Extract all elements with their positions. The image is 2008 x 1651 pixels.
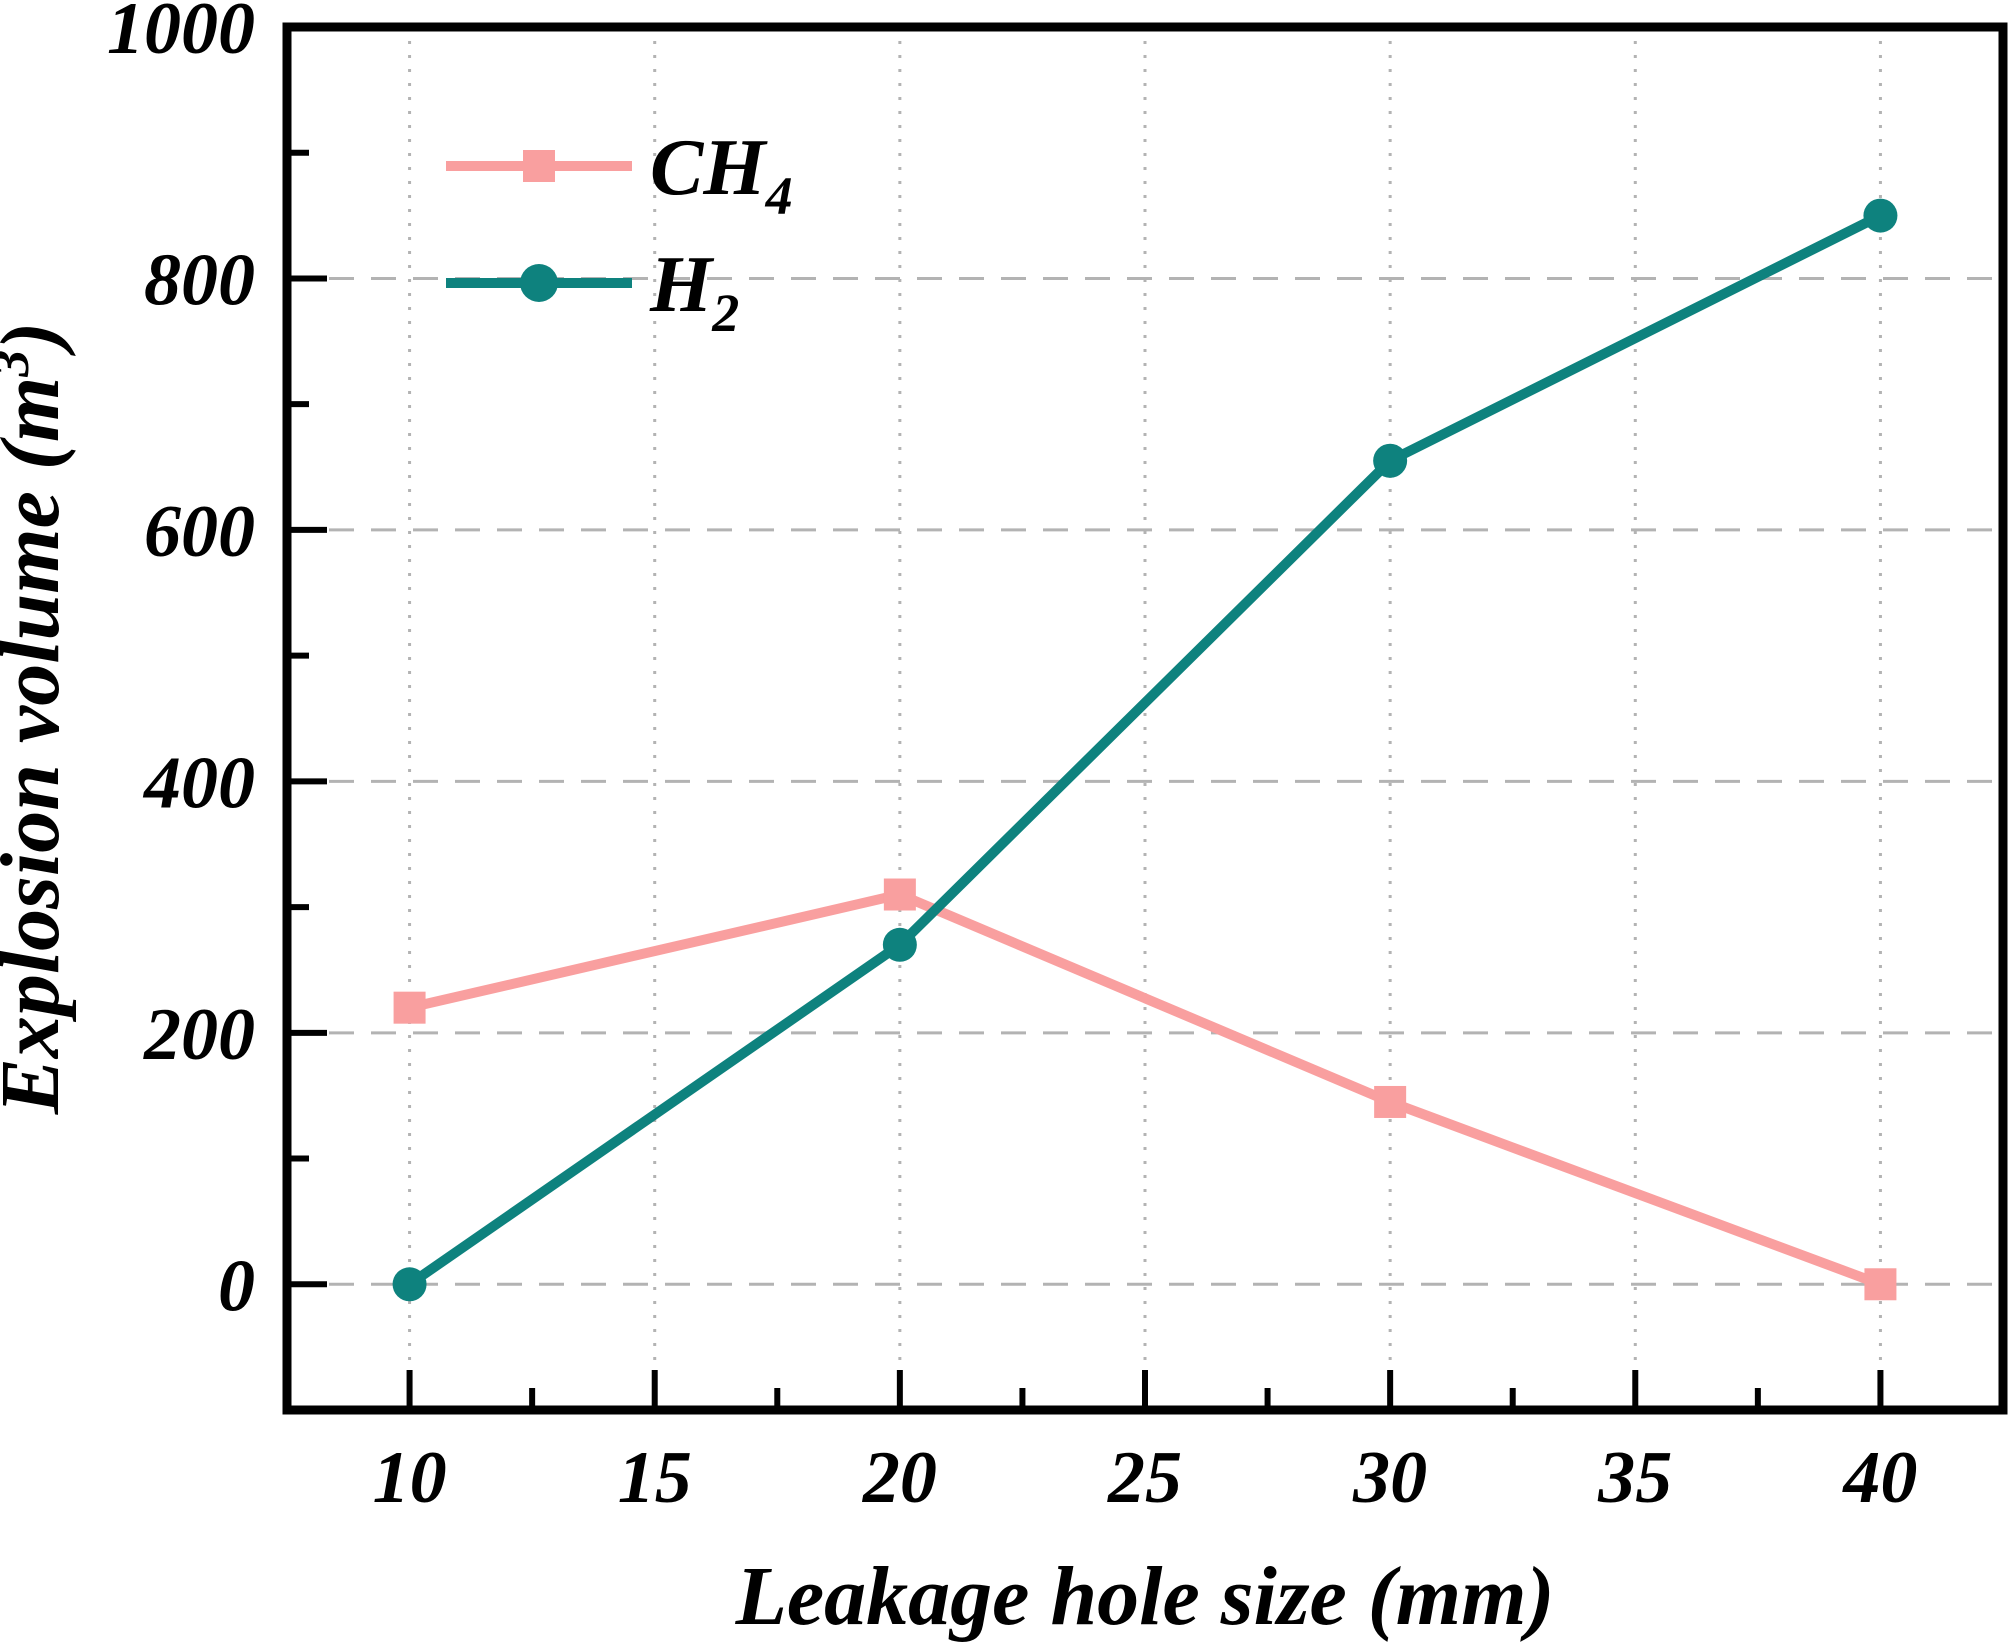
ch4-marker-30: [1374, 1085, 1407, 1118]
x-tick-label-25: 25: [1107, 1437, 1182, 1519]
y-tick-label-800: 800: [144, 239, 255, 321]
h2-marker-20: [882, 927, 917, 962]
y-tick-label-1000: 1000: [107, 0, 255, 70]
legend-h2-marker: [520, 264, 558, 302]
ch4-line: [408, 889, 1883, 1289]
x-tick-label-35: 35: [1597, 1437, 1672, 1519]
h2-marker-10: [392, 1267, 427, 1302]
legend-ch4-label: CH4: [650, 124, 793, 226]
x-tick-label-15: 15: [618, 1437, 692, 1519]
y-tick-label-0: 0: [218, 1245, 255, 1327]
y-tick-label-400: 400: [142, 742, 255, 824]
x-tick-label-10: 10: [373, 1437, 447, 1519]
h2-marker-30: [1373, 443, 1408, 478]
x-tick-label-30: 30: [1352, 1437, 1427, 1519]
y-tick-label-200: 200: [143, 994, 255, 1076]
h2-line: [406, 211, 1883, 1289]
ch4-marker-10: [393, 991, 426, 1024]
x-axis-title: Leakage hole size (mm): [735, 1550, 1555, 1643]
data-series: [392, 198, 1898, 1302]
ch4-marker-40: [1864, 1268, 1897, 1301]
legend-ch4-marker: [523, 150, 555, 182]
x-tick-label-40: 40: [1841, 1437, 1917, 1519]
axis-titles: Leakage hole size (mm) Explosion volume …: [0, 322, 1554, 1643]
ch4-marker-20: [883, 878, 916, 911]
y-tick-label-600: 600: [144, 491, 255, 573]
y-axis-title: Explosion volume (m3): [0, 322, 77, 1115]
gridlines: [287, 27, 2003, 1410]
plot-frame: [282, 22, 2008, 1415]
legend-h2-label: H2: [649, 241, 739, 343]
x-tick-label-20: 20: [862, 1437, 937, 1519]
h2-marker-40: [1863, 198, 1898, 233]
